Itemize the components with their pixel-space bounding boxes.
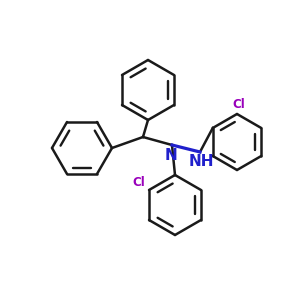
Text: Cl: Cl [232,98,245,110]
Text: NH: NH [188,154,214,169]
Text: N: N [165,148,177,163]
Text: Cl: Cl [133,176,146,188]
